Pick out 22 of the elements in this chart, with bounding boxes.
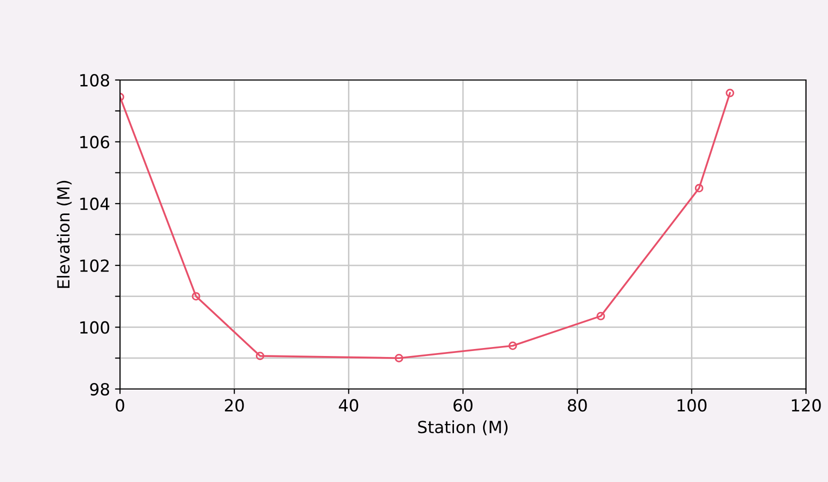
point: [192, 292, 200, 301]
x-axis-title: Station (M): [418, 420, 508, 436]
point: [256, 352, 264, 360]
y-tick-label: 100: [80, 321, 110, 334]
point: [694, 184, 704, 192]
y-tick-label: 102: [80, 259, 109, 272]
y-tick-label: 98: [90, 382, 110, 396]
y-tick-label: 106: [80, 136, 110, 148]
x-tick-label: 60: [454, 399, 472, 412]
x-tick-label: 40: [338, 399, 358, 412]
y-tick-label: 104: [80, 198, 110, 210]
y-axis-title: Elevation (M): [56, 180, 72, 288]
point: [596, 312, 606, 320]
point: [726, 88, 734, 98]
x-tick-label: 0: [116, 399, 124, 412]
point: [394, 354, 404, 362]
x-tick-label: 100: [678, 399, 706, 412]
x-tick-label: 80: [568, 399, 587, 412]
x-tick-label: 120: [792, 399, 821, 412]
y-tick-label: 108: [80, 74, 110, 87]
x-tick-label: 20: [224, 399, 244, 412]
point: [508, 342, 517, 350]
